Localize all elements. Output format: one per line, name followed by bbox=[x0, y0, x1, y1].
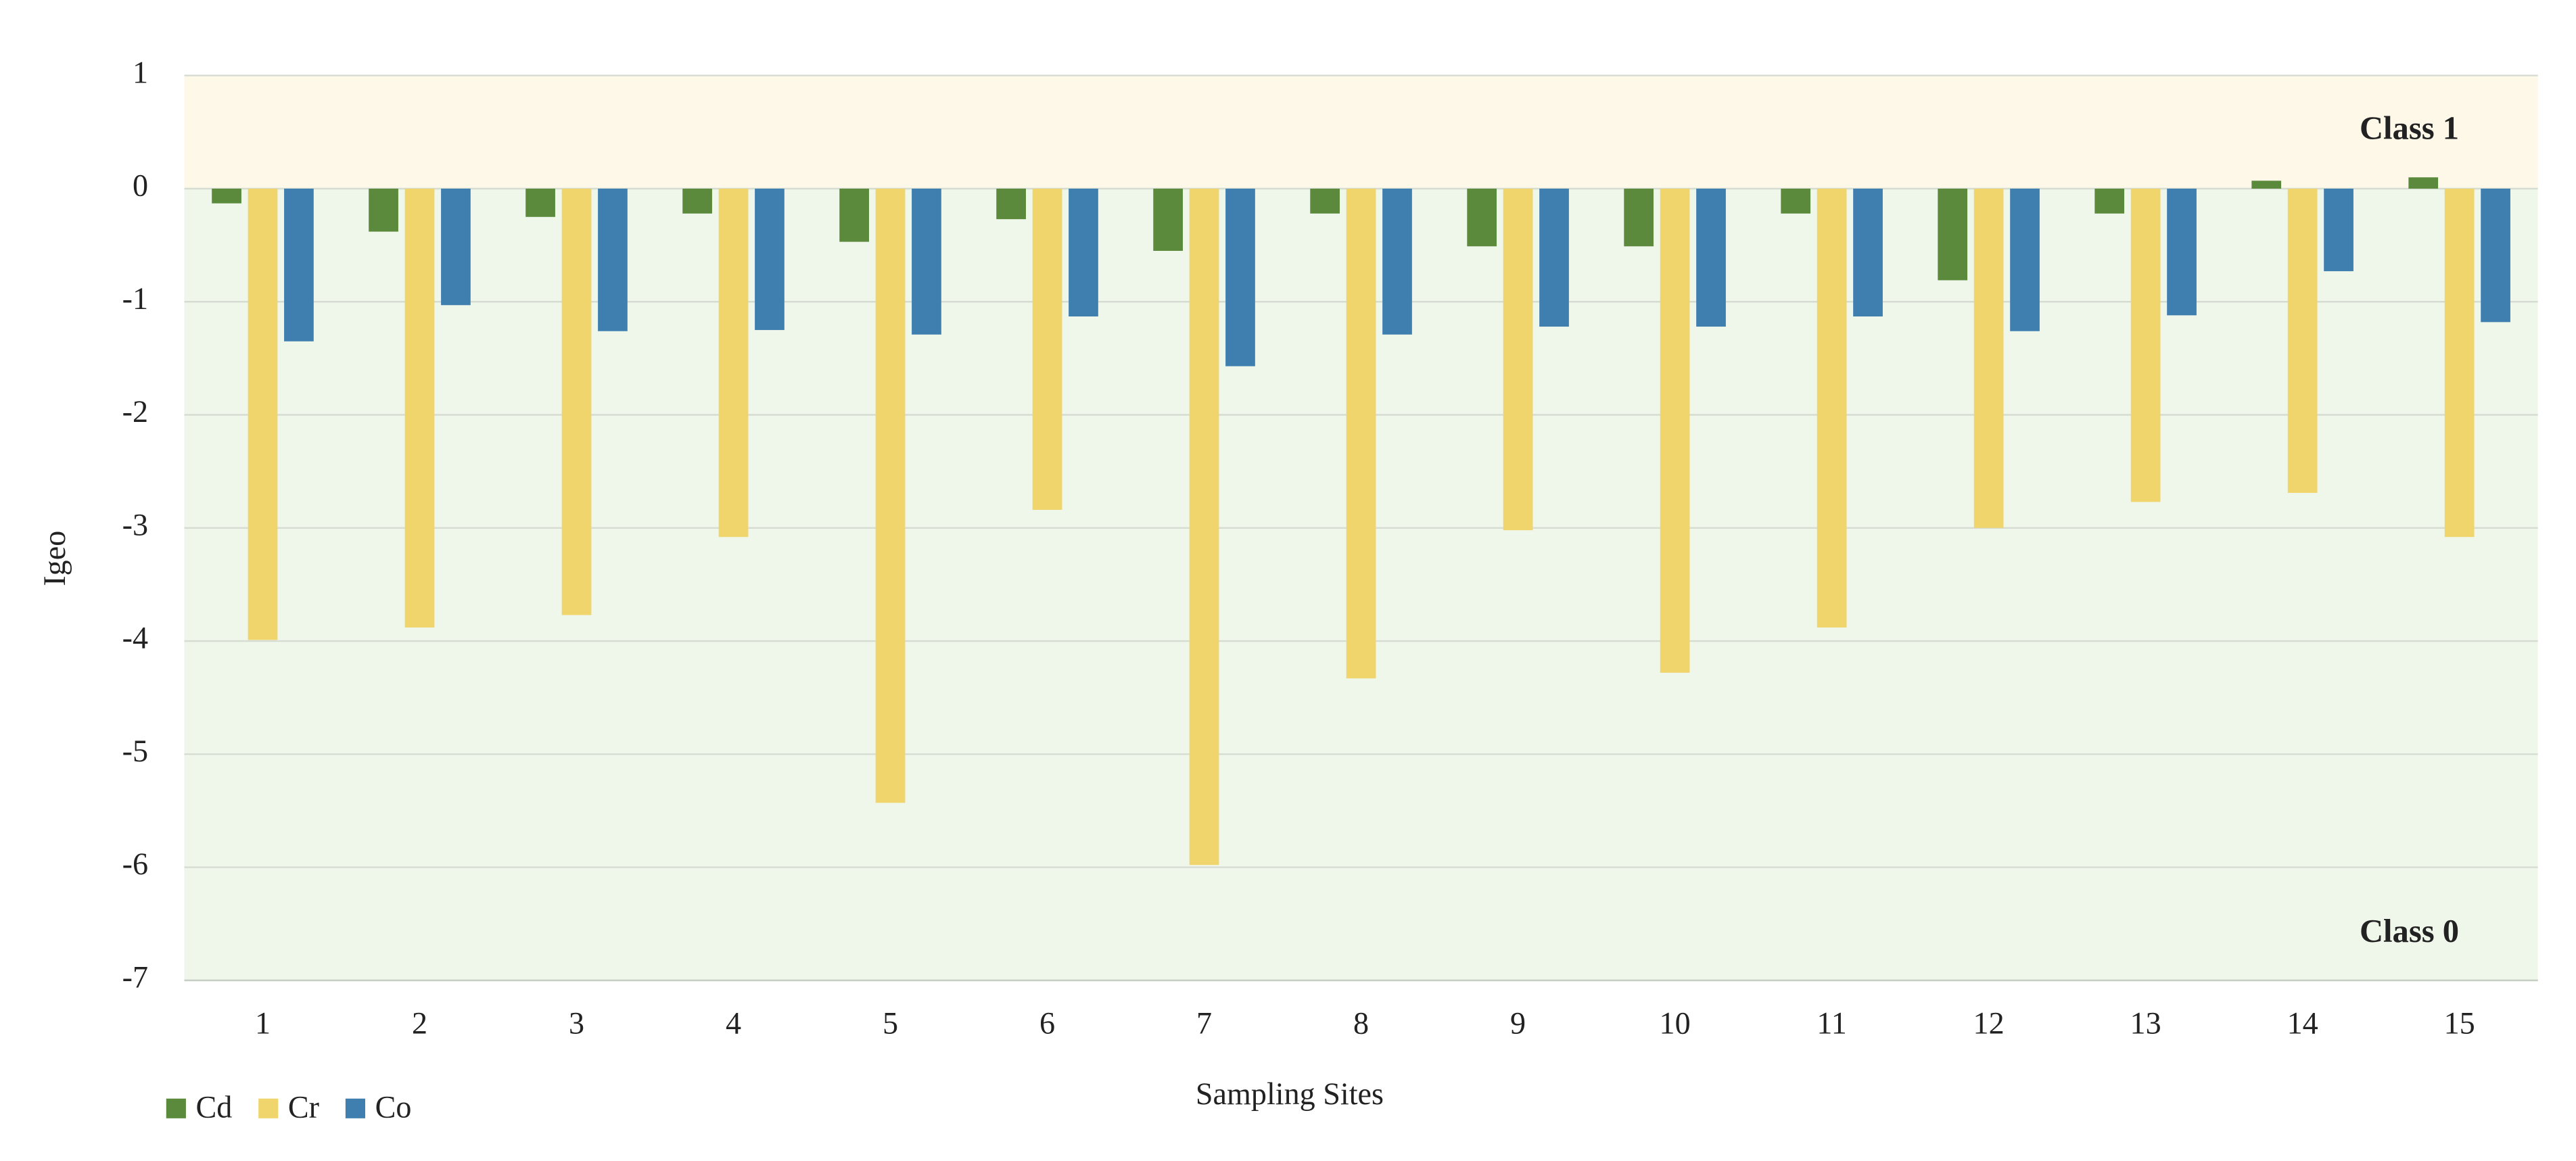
bar bbox=[755, 188, 784, 331]
bar bbox=[718, 188, 749, 538]
bar bbox=[1539, 188, 1569, 327]
bar bbox=[875, 188, 906, 803]
bar bbox=[1660, 188, 1690, 673]
x-tick-label: 4 bbox=[726, 1005, 741, 1040]
bar bbox=[1817, 188, 1847, 627]
bar bbox=[996, 188, 1026, 220]
x-tick-label: 10 bbox=[1660, 1005, 1691, 1040]
bar bbox=[1189, 188, 1219, 866]
bar bbox=[2167, 188, 2197, 316]
band-label: Class 0 bbox=[2360, 913, 2459, 949]
bar bbox=[1346, 188, 1376, 679]
bar bbox=[1310, 188, 1340, 214]
y-tick-label: 1 bbox=[133, 55, 148, 89]
bar bbox=[248, 188, 278, 640]
bar bbox=[1853, 188, 1883, 316]
bar bbox=[2444, 188, 2475, 538]
y-tick-label: -4 bbox=[122, 621, 148, 655]
bar bbox=[1069, 188, 1098, 316]
bar bbox=[2130, 188, 2161, 502]
legend-label: Co bbox=[375, 1089, 412, 1124]
bar bbox=[1503, 188, 1533, 531]
bar bbox=[598, 188, 628, 331]
bar bbox=[1973, 188, 2004, 528]
bar bbox=[1624, 188, 1654, 247]
x-tick-label: 3 bbox=[569, 1005, 584, 1040]
legend-label: Cr bbox=[288, 1089, 319, 1124]
bar bbox=[212, 188, 241, 204]
bar bbox=[561, 188, 592, 615]
legend-swatch bbox=[345, 1098, 366, 1118]
y-tick-label: -6 bbox=[122, 847, 148, 881]
bar bbox=[525, 188, 555, 217]
y-axis-label: Igeo bbox=[37, 531, 72, 586]
x-tick-label: 8 bbox=[1353, 1005, 1369, 1040]
x-tick-label: 9 bbox=[1510, 1005, 1526, 1040]
x-tick-label: 1 bbox=[255, 1005, 271, 1040]
x-tick-label: 15 bbox=[2444, 1005, 2475, 1040]
x-tick-label: 13 bbox=[2130, 1005, 2161, 1040]
y-tick-label: -7 bbox=[122, 959, 148, 994]
bar bbox=[839, 188, 869, 242]
bar bbox=[1032, 188, 1062, 511]
bar bbox=[1781, 188, 1811, 214]
bar bbox=[1153, 188, 1183, 251]
bar bbox=[682, 188, 712, 214]
bar bbox=[441, 188, 471, 306]
x-tick-label: 6 bbox=[1039, 1005, 1055, 1040]
y-tick-label: -5 bbox=[122, 734, 148, 768]
x-tick-label: 2 bbox=[412, 1005, 427, 1040]
legend-swatch bbox=[166, 1098, 186, 1118]
band-label: Class 1 bbox=[2360, 110, 2459, 146]
bar bbox=[284, 188, 314, 341]
bar bbox=[369, 188, 398, 232]
bar bbox=[2408, 177, 2439, 189]
legend-label: Cd bbox=[196, 1089, 233, 1124]
legend-swatch bbox=[258, 1098, 279, 1118]
bar bbox=[2481, 188, 2510, 323]
y-tick-label: -2 bbox=[122, 394, 148, 429]
bar bbox=[2010, 188, 2040, 331]
x-tick-label: 5 bbox=[883, 1005, 898, 1040]
x-tick-label: 12 bbox=[1973, 1005, 2005, 1040]
bar bbox=[2324, 188, 2353, 272]
bar bbox=[1467, 188, 1497, 247]
bar bbox=[1225, 188, 1255, 366]
y-tick-label: -3 bbox=[122, 507, 148, 542]
bar bbox=[1382, 188, 1412, 335]
bar bbox=[2287, 188, 2318, 493]
y-tick-label: 0 bbox=[133, 168, 148, 203]
bar bbox=[1696, 188, 1726, 327]
x-axis-label: Sampling Sites bbox=[1196, 1076, 1384, 1111]
y-tick-label: -1 bbox=[122, 281, 148, 316]
bar bbox=[912, 188, 941, 335]
x-tick-label: 11 bbox=[1817, 1005, 1846, 1040]
bar bbox=[1938, 188, 1968, 281]
bar bbox=[2251, 181, 2282, 189]
bar bbox=[2094, 188, 2125, 214]
x-tick-label: 14 bbox=[2287, 1005, 2318, 1040]
bar bbox=[404, 188, 435, 627]
x-tick-label: 7 bbox=[1196, 1005, 1212, 1040]
class-band bbox=[184, 75, 2538, 189]
